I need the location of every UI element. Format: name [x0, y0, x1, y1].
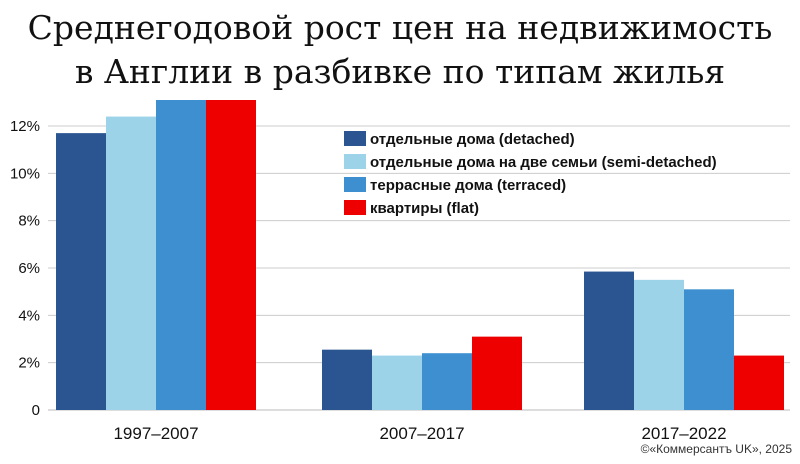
bar-1-3 [584, 271, 634, 410]
credit: ©«Коммерсантъ UK», 2025 [640, 442, 792, 456]
y-tick-label: 12% [10, 118, 40, 135]
category-label: 1997–2007 [113, 424, 198, 443]
category-label: 2007–2017 [379, 424, 464, 443]
bar-3-2 [422, 353, 472, 410]
bar-4-1 [206, 100, 256, 410]
y-tick-label: 10% [10, 165, 40, 182]
bar-2-1 [106, 116, 156, 411]
legend-swatch [344, 154, 366, 169]
x-axis-labels: 1997–2007 2007–2017 2017–2022 [113, 424, 726, 443]
bar-1-1 [56, 133, 106, 411]
legend-label: отдельные дома на две семьи (semi-detach… [370, 154, 717, 171]
legend-swatch [344, 131, 366, 146]
bars [56, 100, 784, 411]
legend-label: квартиры (flat) [370, 200, 479, 217]
bar-4-2 [472, 336, 522, 410]
legend-swatch [344, 200, 366, 215]
bar-1-2 [322, 349, 372, 410]
chart-title: Среднегодовой рост цен на недвижимость в… [27, 8, 773, 91]
y-tick-label: 4% [18, 307, 40, 324]
legend-swatch [344, 177, 366, 192]
y-tick-label: 8% [18, 213, 40, 230]
bar-3-3 [684, 289, 734, 410]
bar-2-3 [634, 279, 684, 410]
y-tick-label: 6% [18, 260, 40, 277]
y-axis-ticks: 0 2% 4% 6% 8% 10% 12% [10, 118, 40, 419]
category-label: 2017–2022 [641, 424, 726, 443]
bar-2-2 [372, 355, 422, 410]
y-tick-label: 0 [32, 402, 40, 419]
bar-4-3 [734, 355, 784, 410]
y-tick-label: 2% [18, 355, 40, 372]
bar-3-1 [156, 100, 206, 410]
legend-label: террасные дома (terraced) [370, 177, 566, 194]
legend: отдельные дома (detached) отдельные дома … [344, 131, 717, 217]
legend-label: отдельные дома (detached) [370, 131, 575, 148]
